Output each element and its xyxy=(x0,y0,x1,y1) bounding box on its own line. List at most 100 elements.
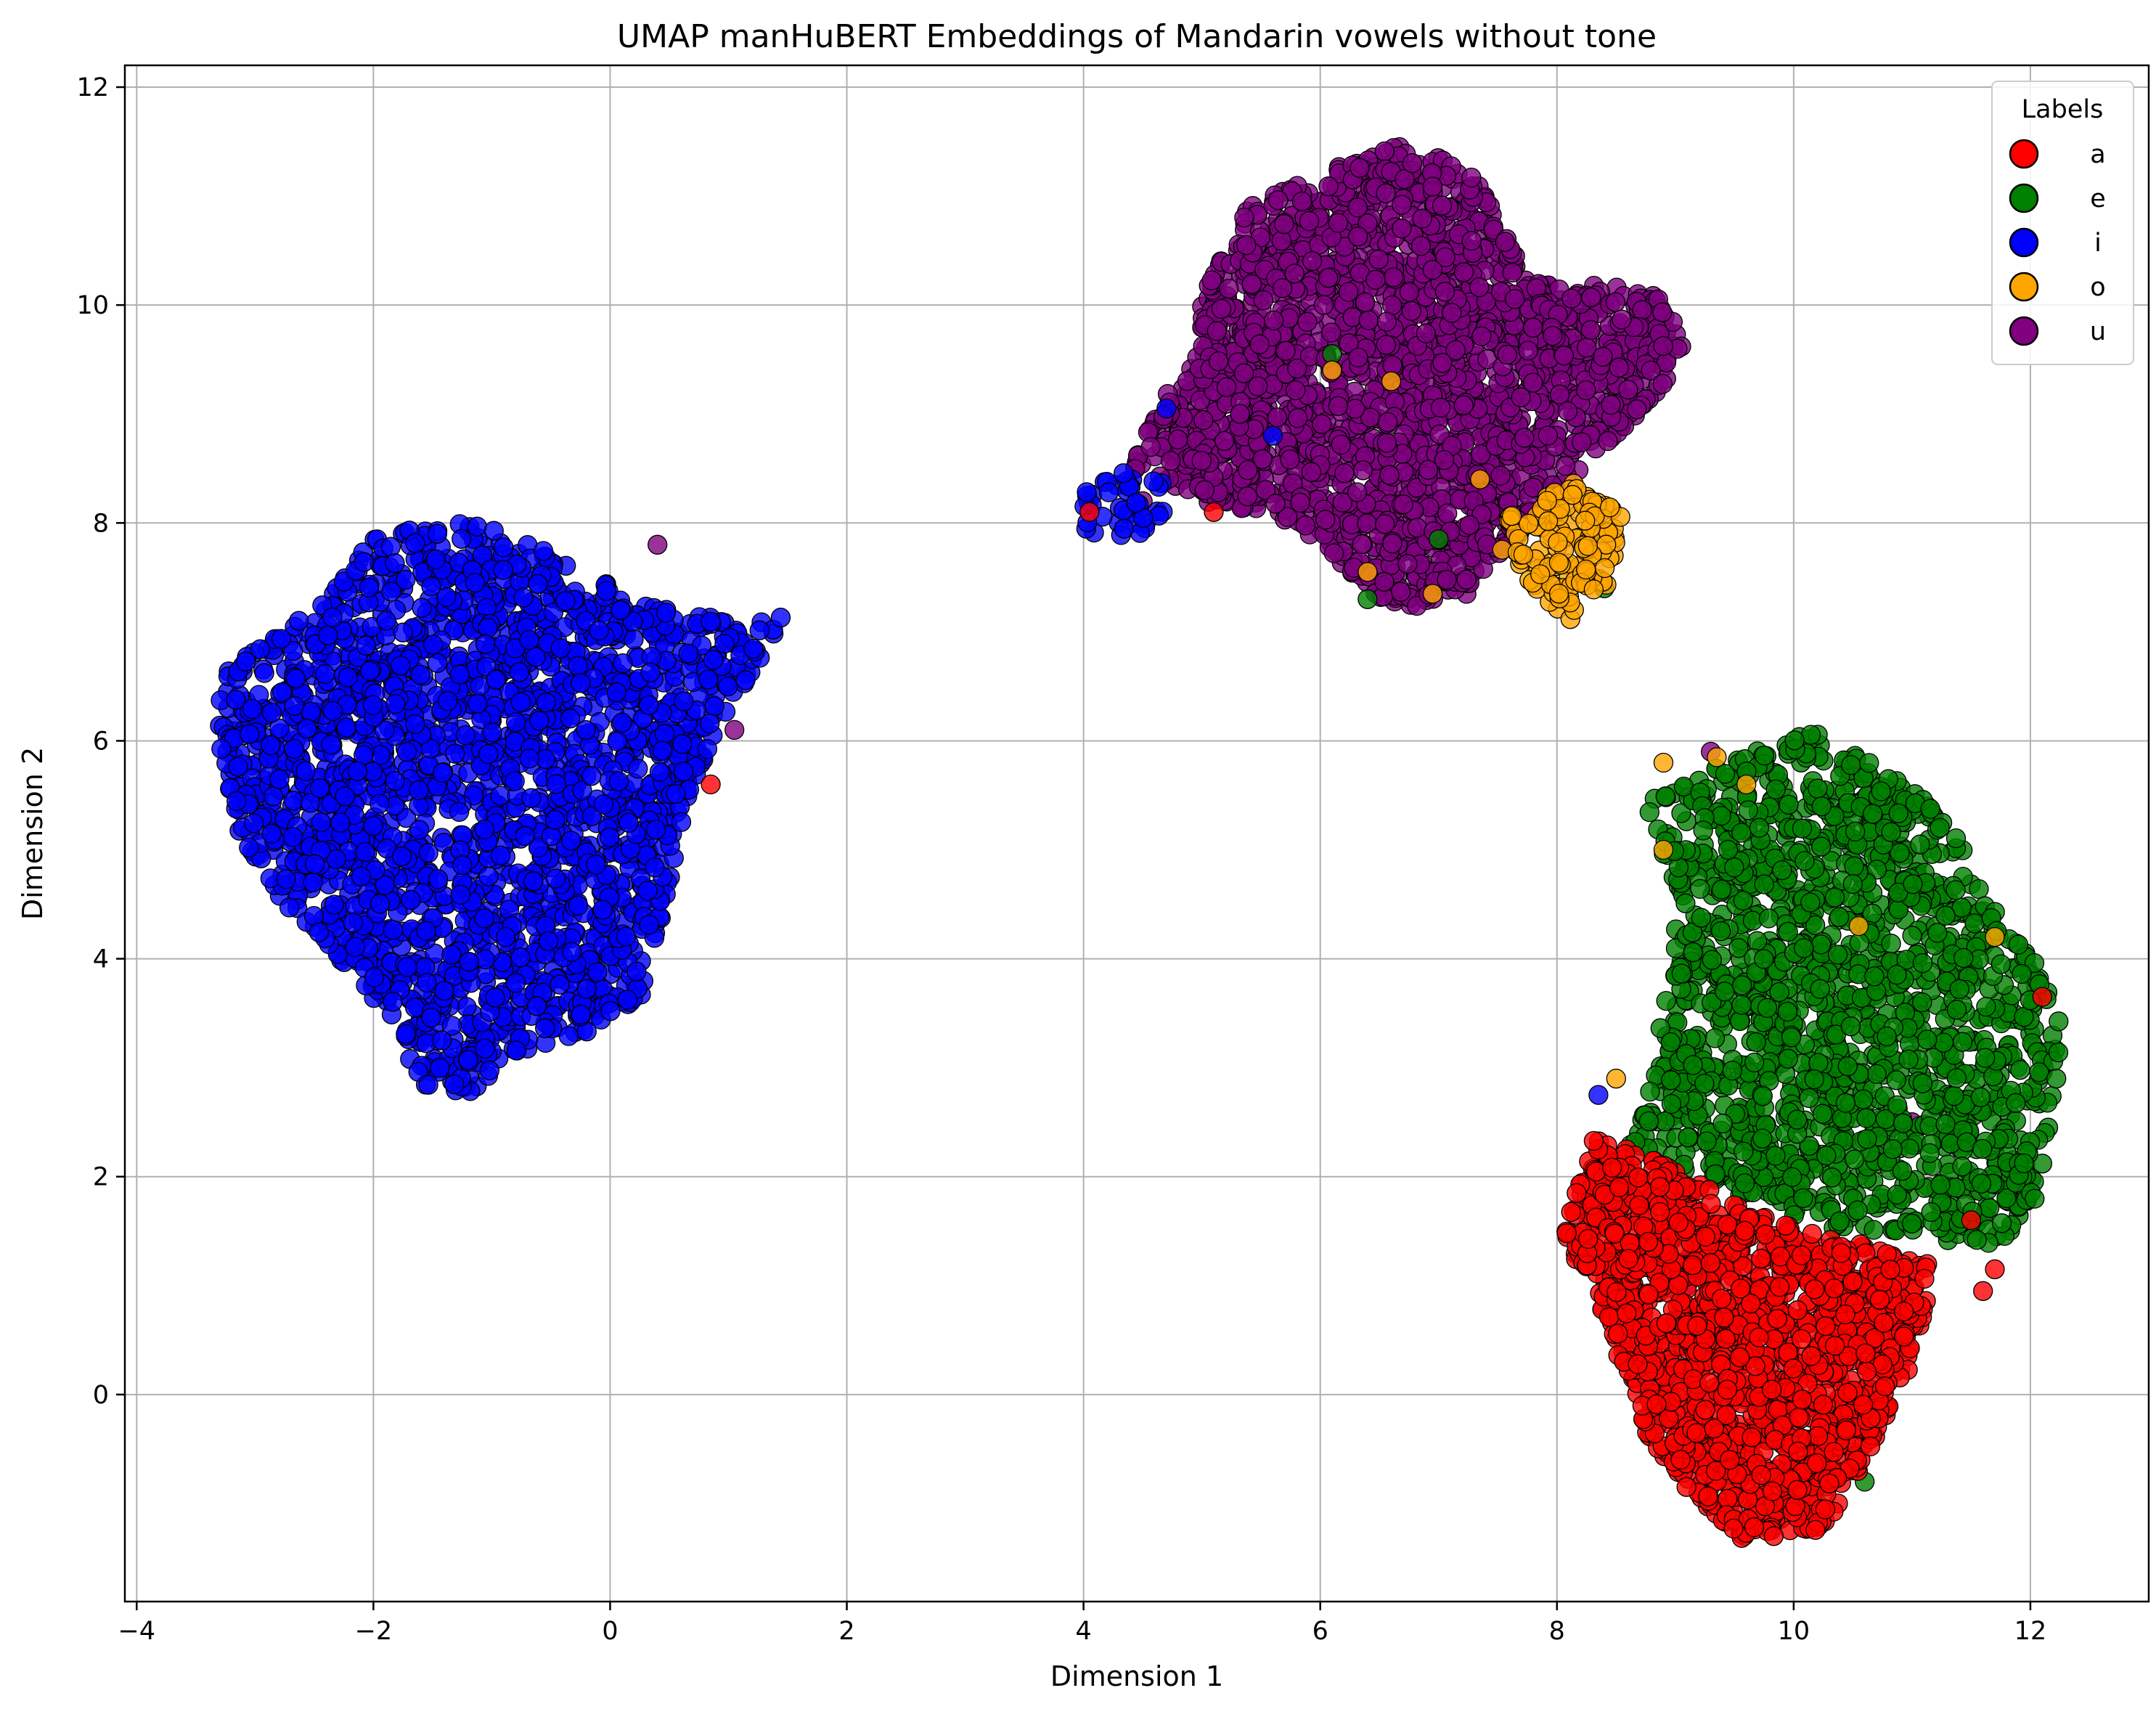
point-i xyxy=(418,843,438,863)
point-i xyxy=(452,529,472,549)
point-u xyxy=(1201,270,1222,290)
point-i xyxy=(479,1060,500,1081)
point-i xyxy=(550,638,571,658)
point-i xyxy=(703,650,724,670)
point-u xyxy=(1374,141,1395,162)
point-i xyxy=(311,812,331,833)
point-i xyxy=(362,695,383,715)
point-i xyxy=(226,690,246,710)
point-u xyxy=(1422,176,1443,197)
point-i xyxy=(678,643,698,664)
point-i xyxy=(482,722,502,743)
point-i xyxy=(545,868,566,889)
point-u xyxy=(1167,429,1188,449)
point-i xyxy=(529,711,550,731)
point-i xyxy=(303,872,323,893)
point-i xyxy=(444,1074,465,1095)
point-u xyxy=(1321,322,1342,343)
point-i xyxy=(654,724,675,744)
point-u xyxy=(1612,309,1632,330)
point-i xyxy=(452,855,473,876)
point-i xyxy=(596,581,616,601)
point-i xyxy=(475,1038,495,1059)
point-i xyxy=(1098,482,1119,502)
point-i xyxy=(1262,425,1283,446)
point-u xyxy=(1422,260,1443,280)
point-u xyxy=(1553,346,1575,366)
point-i xyxy=(1114,518,1134,539)
point-u xyxy=(1208,351,1229,372)
point-i xyxy=(261,735,281,756)
point-u xyxy=(1382,534,1402,554)
point-i xyxy=(513,587,534,608)
point-i xyxy=(354,552,375,572)
point-i xyxy=(612,712,632,733)
point-i xyxy=(409,780,429,801)
point-i xyxy=(412,598,432,618)
point-u xyxy=(1348,347,1368,368)
point-i xyxy=(478,743,499,764)
point-u xyxy=(1191,450,1212,471)
point-i xyxy=(405,533,425,553)
point-i xyxy=(269,769,290,789)
point-i xyxy=(390,656,411,676)
point-u xyxy=(1328,396,1349,416)
point-i xyxy=(228,756,248,777)
point-i xyxy=(521,788,542,808)
point-u xyxy=(1375,514,1395,534)
point-u xyxy=(1456,569,1477,590)
point-u xyxy=(1557,401,1578,422)
point-i xyxy=(309,778,330,799)
point-i xyxy=(458,1050,478,1070)
point-u xyxy=(1555,456,1576,476)
point-u xyxy=(1505,289,1525,309)
point-i xyxy=(431,1030,452,1051)
point-i xyxy=(576,719,596,741)
point-u xyxy=(1618,379,1638,400)
point-i xyxy=(264,786,284,807)
point-i xyxy=(666,783,686,804)
point-i xyxy=(309,922,330,942)
point-u xyxy=(1347,482,1368,502)
point-u xyxy=(1652,374,1673,394)
point-i xyxy=(380,537,401,557)
point-u xyxy=(1328,213,1349,233)
point-i xyxy=(404,998,425,1018)
point-i xyxy=(645,820,666,840)
point-i xyxy=(510,692,531,713)
point-i xyxy=(410,664,430,685)
point-i xyxy=(459,952,479,972)
point-u xyxy=(1518,340,1538,361)
point-u xyxy=(1379,465,1400,485)
point-u xyxy=(1338,282,1359,302)
point-i xyxy=(576,979,597,999)
point-u xyxy=(1434,282,1455,302)
point-u xyxy=(1331,434,1351,455)
point-i xyxy=(674,691,694,711)
point-i xyxy=(581,766,602,786)
point-i xyxy=(474,819,495,840)
point-i xyxy=(418,1074,438,1095)
point-u xyxy=(1432,353,1453,373)
point-i xyxy=(505,771,525,791)
point-i xyxy=(297,718,317,739)
point-i xyxy=(396,569,416,590)
point-i xyxy=(493,560,513,580)
point-u xyxy=(1374,571,1395,592)
point-i xyxy=(434,981,454,1001)
point-i xyxy=(383,920,404,940)
point-u xyxy=(1297,311,1318,332)
point-i xyxy=(383,992,403,1012)
point-i xyxy=(637,881,658,901)
point-u xyxy=(1194,480,1214,500)
point-u xyxy=(1315,510,1336,530)
point-i xyxy=(347,761,367,781)
point-i xyxy=(486,669,506,690)
point-u xyxy=(1437,569,1457,590)
point-i xyxy=(409,820,430,840)
point-u xyxy=(1301,462,1322,482)
point-i xyxy=(626,961,647,982)
point-i xyxy=(449,802,470,823)
point-i xyxy=(425,549,446,570)
